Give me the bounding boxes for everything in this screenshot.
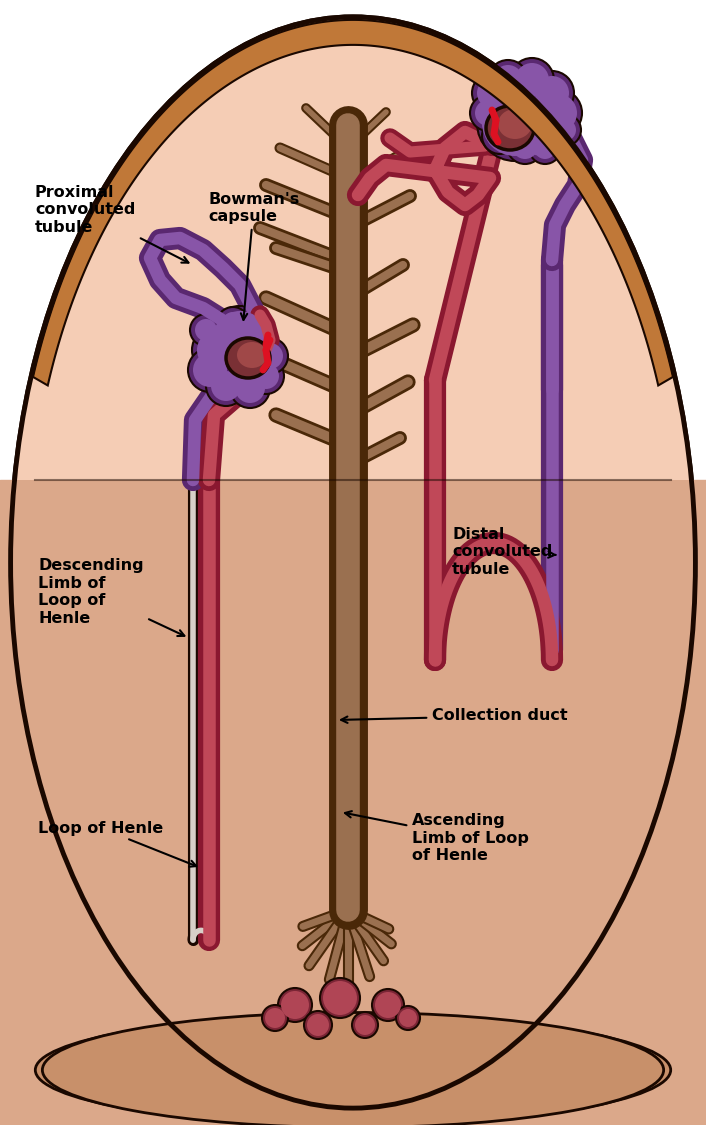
Circle shape bbox=[475, 100, 501, 126]
Polygon shape bbox=[33, 20, 673, 386]
Polygon shape bbox=[11, 480, 695, 1108]
Circle shape bbox=[519, 110, 565, 156]
Circle shape bbox=[534, 137, 556, 159]
Circle shape bbox=[240, 318, 276, 354]
Circle shape bbox=[230, 368, 270, 408]
Circle shape bbox=[208, 306, 272, 370]
Text: Proximal
convoluted
tubule: Proximal convoluted tubule bbox=[35, 186, 189, 262]
Circle shape bbox=[529, 132, 561, 164]
Circle shape bbox=[211, 371, 241, 400]
Circle shape bbox=[510, 58, 554, 102]
Circle shape bbox=[222, 312, 244, 334]
Bar bbox=[0, 480, 706, 1125]
Circle shape bbox=[253, 363, 279, 389]
Circle shape bbox=[206, 366, 246, 406]
Circle shape bbox=[487, 123, 513, 148]
Circle shape bbox=[278, 988, 312, 1022]
Circle shape bbox=[304, 1011, 332, 1040]
Circle shape bbox=[320, 978, 360, 1018]
Ellipse shape bbox=[42, 1012, 664, 1125]
Circle shape bbox=[195, 319, 217, 341]
Circle shape bbox=[307, 1014, 329, 1036]
Ellipse shape bbox=[35, 1015, 671, 1125]
Circle shape bbox=[375, 992, 401, 1018]
Circle shape bbox=[262, 1005, 288, 1030]
Ellipse shape bbox=[498, 109, 532, 140]
Circle shape bbox=[355, 1015, 375, 1035]
Circle shape bbox=[193, 353, 227, 387]
Circle shape bbox=[530, 71, 574, 115]
Circle shape bbox=[488, 60, 528, 100]
Circle shape bbox=[192, 326, 240, 374]
Circle shape bbox=[213, 310, 267, 364]
Ellipse shape bbox=[11, 17, 695, 1108]
Circle shape bbox=[197, 331, 235, 369]
Circle shape bbox=[482, 90, 548, 156]
Text: Distal
convoluted
tubule: Distal convoluted tubule bbox=[452, 528, 556, 577]
Circle shape bbox=[396, 1006, 420, 1030]
Circle shape bbox=[482, 118, 518, 154]
Ellipse shape bbox=[11, 17, 695, 1108]
Circle shape bbox=[372, 989, 404, 1022]
Ellipse shape bbox=[226, 338, 270, 378]
Circle shape bbox=[470, 94, 506, 130]
Circle shape bbox=[554, 119, 576, 141]
Circle shape bbox=[477, 86, 553, 161]
Circle shape bbox=[535, 76, 569, 110]
Text: Collection duct: Collection duct bbox=[341, 709, 568, 723]
Circle shape bbox=[493, 65, 523, 94]
Circle shape bbox=[188, 348, 232, 392]
Ellipse shape bbox=[486, 106, 534, 150]
Ellipse shape bbox=[237, 342, 267, 368]
Circle shape bbox=[539, 94, 577, 132]
Text: Ascending
Limb of Loop
of Henle: Ascending Limb of Loop of Henle bbox=[345, 811, 529, 863]
Circle shape bbox=[235, 374, 265, 403]
Circle shape bbox=[245, 323, 271, 349]
Circle shape bbox=[281, 991, 309, 1019]
Circle shape bbox=[248, 358, 284, 394]
Circle shape bbox=[507, 128, 543, 164]
Circle shape bbox=[352, 1012, 378, 1038]
Circle shape bbox=[514, 105, 570, 161]
Circle shape bbox=[534, 89, 582, 137]
Circle shape bbox=[265, 1008, 285, 1028]
Circle shape bbox=[257, 343, 283, 369]
Text: Descending
Limb of
Loop of
Henle: Descending Limb of Loop of Henle bbox=[38, 558, 184, 636]
Circle shape bbox=[472, 73, 512, 112]
Circle shape bbox=[477, 78, 507, 108]
Text: Loop of Henle: Loop of Henle bbox=[38, 820, 196, 866]
Circle shape bbox=[323, 981, 357, 1015]
Circle shape bbox=[217, 307, 249, 339]
Circle shape bbox=[252, 338, 288, 374]
Circle shape bbox=[515, 63, 549, 97]
Circle shape bbox=[399, 1009, 417, 1027]
Circle shape bbox=[190, 314, 222, 346]
Text: Bowman's
capsule: Bowman's capsule bbox=[208, 191, 299, 320]
Circle shape bbox=[512, 133, 538, 159]
Circle shape bbox=[549, 114, 581, 146]
Ellipse shape bbox=[11, 17, 695, 1108]
